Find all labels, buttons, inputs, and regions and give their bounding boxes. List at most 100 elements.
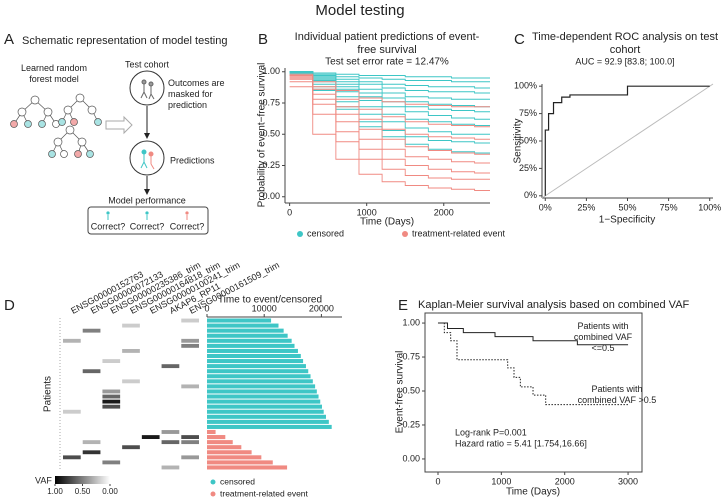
heatmap-cell [141,399,160,404]
heatmap-cell [161,435,180,439]
heatmap-cell [161,333,180,338]
panel-letter: B [258,31,268,48]
heatmap-cell [82,404,101,409]
heatmap-cell [102,394,121,399]
model-label: Learned random forest model [20,63,88,84]
check-label: Correct? [91,221,126,231]
heatmap-cell [181,343,199,348]
heatmap-cell [161,349,180,353]
x-tick-label: 10000 [252,303,277,313]
bar [207,409,324,414]
heatmap-cell [102,323,121,328]
heatmap-cell [102,440,121,445]
colorbar [55,476,110,484]
x-tick-label: 1000 [357,207,377,217]
bar [207,384,316,389]
heatmap-cell [82,419,101,424]
panel-subtitle: Test set error rate = 12.47% [325,57,449,68]
heatmap-cell [181,425,199,429]
heatmap-cell [181,435,199,439]
heatmap-cell [141,414,160,419]
heatmap-cell [82,359,101,363]
performance-box [87,206,209,235]
heatmap-cell [181,359,199,363]
x-tick-label: 50% [618,202,636,212]
survival-curve [289,75,490,128]
heatmap-cell [63,460,81,465]
survival-curve [289,77,490,164]
heatmap-cell [63,359,81,363]
bar [207,353,301,359]
heatmap-cell [122,460,140,465]
y-tick-label: 25% [519,163,537,173]
legend-swatch [297,231,303,237]
heatmap-cell [122,359,140,363]
heatmap-cell [181,333,199,338]
heatmap-cell [161,359,180,363]
heatmap-cell [102,455,121,460]
heatmap-cell [181,364,199,369]
heatmap-cell [63,414,81,419]
colorbar-tick-label: 1.00 [47,487,63,496]
x-tick-label: 100% [698,202,721,212]
heatmap-cell [181,389,199,394]
people-icon [140,149,155,170]
heatmap-cell [63,440,81,445]
heatmap-cell [102,419,121,424]
heatmap-cell [181,465,199,470]
heatmap-cell [63,374,81,379]
heatmap-cell [82,343,101,348]
x-tick-label: 20000 [309,303,334,313]
heatmap-cell [161,430,180,434]
heatmap-cell [141,343,160,348]
heatmap-cell [63,450,81,455]
legend-swatch [210,479,216,485]
y-tick-label: 0.75 [402,351,420,361]
panel-title: Time-dependent ROC analysis on test coho… [531,31,719,56]
heatmap-cell [82,338,101,343]
heatmap-cell [141,369,160,374]
check-label: Correct? [170,221,205,231]
heatmap-cell [161,343,180,348]
heatmap-cell [102,460,121,465]
bar [207,419,329,424]
heatmap-cell [122,323,140,328]
heatmap-cell [102,369,121,374]
bar [207,333,288,338]
heatmap-cell [161,445,180,450]
heatmap-cell [63,379,81,384]
bar [207,359,304,364]
x-tick-label: 0 [287,207,292,217]
bar [207,374,311,379]
heatmap-cell [102,450,121,455]
y-tick-label: 100% [514,81,537,91]
heatmap-cell [141,445,160,450]
heatmap-cell [102,465,121,470]
check-icons [106,211,189,220]
heatmap-cell [161,440,180,445]
x-tick-label: 2000 [434,207,454,217]
x-axis-label: 1−Specificity [599,215,655,226]
y-tick-label: 50% [519,135,537,145]
heatmap-cell [82,435,101,439]
panel-letter: D [4,297,15,314]
heatmap-cell [181,394,199,399]
survival-curve [289,72,490,126]
y-tick-label: 1.00 [262,66,280,76]
y-tick-label: 75% [519,108,537,118]
heatmap-cell [82,333,101,338]
heatmap-cell [63,389,81,394]
x-tick-label: 0% [539,202,552,212]
heatmap-cell [82,445,101,450]
forest-icon [10,93,102,158]
heatmap-cell [122,430,140,434]
heatmap-cell [141,323,160,328]
heatmap-cell [122,389,140,394]
heatmap-cell [63,349,81,353]
heatmap-cell [102,364,121,369]
colorbar-tick-label: 0.00 [102,487,118,496]
heatmap-cell [82,379,101,384]
heatmap-cell [102,430,121,434]
x-tick-label: 2000 [555,476,575,486]
heatmap-cell [122,343,140,348]
